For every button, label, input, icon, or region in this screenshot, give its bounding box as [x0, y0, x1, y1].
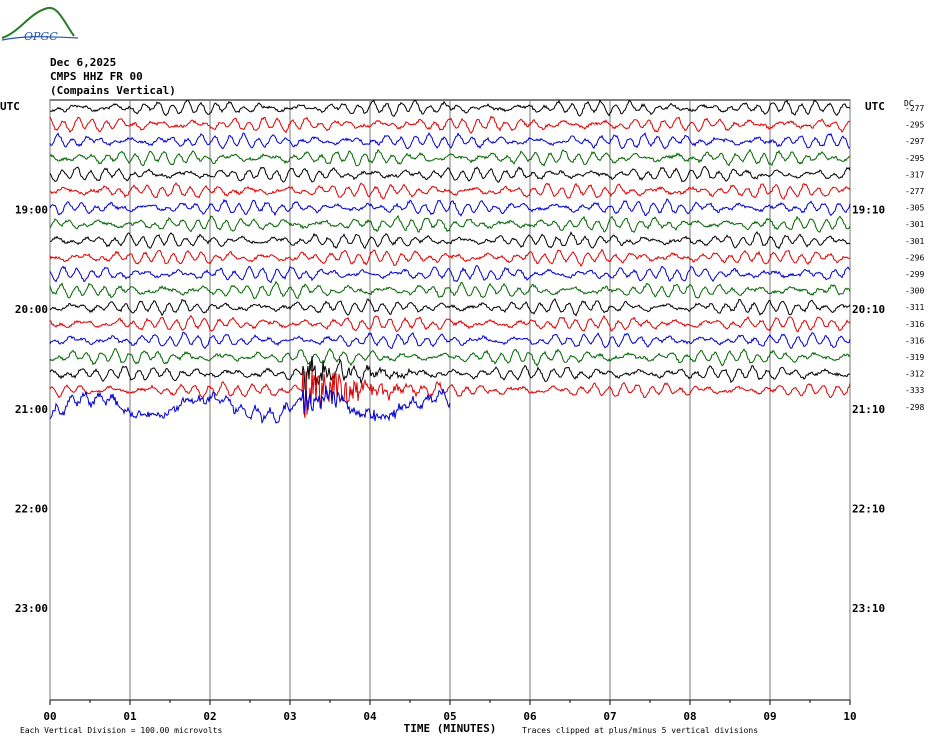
trace-line	[49, 385, 451, 425]
hour-label-right: 23:10	[852, 602, 885, 615]
trace-line	[49, 280, 851, 300]
trace-line	[49, 314, 851, 333]
station-label: CMPS HHZ FR 00	[50, 70, 143, 83]
dc-offset-label: -277	[905, 187, 924, 196]
hour-label-right: 21:10	[852, 403, 885, 416]
hour-label-left: 23:00	[15, 602, 48, 615]
trace-line	[49, 131, 851, 150]
trace-line	[49, 165, 851, 183]
trace-line	[49, 248, 851, 268]
trace-line	[49, 347, 851, 367]
hour-label-right: 20:10	[852, 303, 885, 316]
dc-offset-label: -295	[905, 154, 924, 163]
dc-offset-label: -297	[905, 137, 924, 146]
trace-line	[49, 214, 851, 234]
dc-offset-label: -312	[905, 370, 924, 379]
dc-offset-label: -333	[905, 386, 924, 395]
trace-line	[49, 298, 851, 317]
hour-label-left: 19:00	[15, 204, 48, 217]
dc-offset-label: -305	[905, 204, 924, 213]
trace-line	[49, 115, 851, 134]
x-tick-label: 07	[603, 710, 616, 723]
dc-label: DC	[904, 99, 914, 108]
trace-line	[49, 331, 851, 350]
hour-label-left: 20:00	[15, 303, 48, 316]
trace-line	[49, 356, 851, 391]
dc-offset-label: -301	[905, 237, 924, 246]
trace-line	[50, 231, 851, 250]
dc-offset-label: -298	[905, 403, 924, 412]
dc-offset-label: -277	[905, 104, 924, 113]
left-axis-label: UTC	[0, 100, 20, 113]
dc-offset-label: -301	[905, 220, 924, 229]
x-tick-label: 10	[843, 710, 856, 723]
trace-line	[49, 265, 851, 283]
opgc-logo: OPGC	[1, 6, 79, 43]
location-label: (Compains Vertical)	[50, 84, 176, 97]
hour-label-left: 21:00	[15, 403, 48, 416]
hour-label-right: 19:10	[852, 204, 885, 217]
x-tick-label: 01	[123, 710, 137, 723]
trace-line	[50, 182, 851, 200]
trace-line	[49, 148, 851, 167]
clipping-note: Traces clipped at plus/minus 5 vertical …	[522, 726, 758, 735]
dc-offset-label: -317	[905, 170, 924, 179]
dc-offset-label: -319	[905, 353, 924, 362]
trace-line	[49, 198, 851, 217]
dc-offset-label: -316	[905, 320, 924, 329]
x-tick-label: 08	[683, 710, 696, 723]
dc-offset-label: -295	[905, 121, 924, 130]
x-tick-label: 03	[283, 710, 296, 723]
x-tick-label: 06	[523, 710, 537, 723]
dc-offset-label: -311	[905, 303, 924, 312]
x-axis-label: TIME (MINUTES)	[404, 722, 497, 735]
right-axis-label: UTC	[865, 100, 885, 113]
hour-label-left: 22:00	[15, 502, 48, 515]
x-tick-label: 02	[203, 710, 216, 723]
hour-label-right: 22:10	[852, 502, 885, 515]
x-tick-label: 00	[43, 710, 56, 723]
trace-line	[49, 99, 851, 117]
x-tick-label: 04	[363, 710, 377, 723]
date-label: Dec 6,2025	[50, 56, 117, 69]
dc-offset-label: -300	[905, 287, 924, 296]
logo-text: OPGC	[24, 30, 58, 43]
x-tick-label: 09	[763, 710, 776, 723]
trace-line	[49, 369, 851, 418]
dc-offset-label: -316	[905, 336, 924, 345]
x-tick-label: 05	[443, 710, 456, 723]
dc-offset-label: -299	[905, 270, 924, 279]
dc-offset-label: -296	[905, 253, 924, 262]
vertical-division-note: Each Vertical Division = 100.00 microvol…	[20, 726, 222, 735]
